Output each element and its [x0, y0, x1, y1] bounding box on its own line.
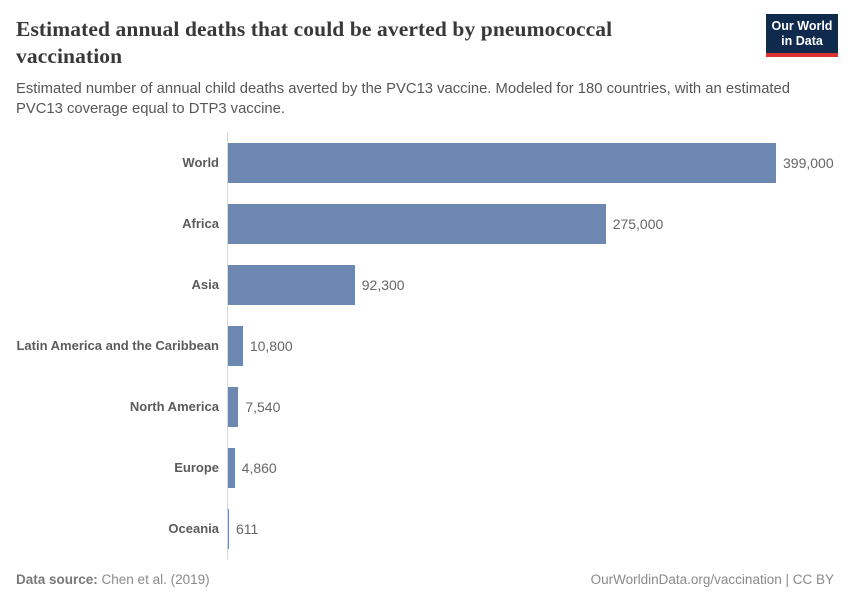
footer-credits: OurWorldinData.org/vaccination | CC BY: [591, 572, 834, 587]
owid-logo[interactable]: Our World in Data: [766, 14, 838, 57]
table-row: Asia 92,300: [16, 254, 834, 315]
data-source: Data source: Chen et al. (2019): [16, 572, 210, 587]
table-row: Oceania 611: [16, 498, 834, 559]
license-label: | CC BY: [781, 572, 834, 587]
chart-footer: Data source: Chen et al. (2019) OurWorld…: [16, 572, 834, 587]
bar[interactable]: [228, 203, 606, 244]
data-source-value: Chen et al. (2019): [97, 572, 210, 587]
category-label: Asia: [191, 277, 219, 292]
chart-header: Estimated annual deaths that could be av…: [16, 14, 838, 119]
category-label: World: [182, 155, 219, 170]
owid-logo-line2: in Data: [781, 34, 823, 48]
value-label: 7,540: [245, 398, 281, 415]
bar-track: 399,000: [228, 142, 834, 183]
bar[interactable]: [228, 142, 776, 183]
data-source-label: Data source:: [16, 572, 98, 587]
table-row: Latin America and the Caribbean 10,800: [16, 315, 834, 376]
table-row: Europe 4,860: [16, 437, 834, 498]
bar-track: 4,860: [228, 447, 834, 488]
table-row: World 399,000: [16, 132, 834, 193]
table-row: North America 7,540: [16, 376, 834, 437]
value-label: 399,000: [783, 154, 834, 171]
page-title: Estimated annual deaths that could be av…: [16, 17, 613, 68]
value-label: 10,800: [249, 337, 293, 354]
bar[interactable]: [228, 386, 239, 427]
category-label: North America: [129, 399, 219, 414]
footer-link[interactable]: OurWorldinData.org/vaccination: [590, 572, 782, 587]
bar[interactable]: [228, 264, 355, 305]
value-label: 275,000: [612, 215, 664, 232]
category-label: Oceania: [168, 521, 219, 536]
bar-track: 7,540: [228, 386, 834, 427]
bar-track: 611: [228, 508, 834, 549]
table-row: Africa 275,000: [16, 193, 834, 254]
bar-track: 275,000: [228, 203, 834, 244]
bar-track: 10,800: [228, 325, 834, 366]
value-label: 92,300: [361, 276, 405, 293]
y-axis-line: [227, 132, 228, 559]
category-label: Europe: [174, 460, 219, 475]
bar-track: 92,300: [228, 264, 834, 305]
category-label: Africa: [182, 216, 219, 231]
bar[interactable]: [228, 325, 243, 366]
chart-subtitle: Estimated number of annual child deaths …: [16, 81, 790, 117]
value-label: 611: [236, 520, 259, 537]
bar[interactable]: [228, 508, 229, 549]
value-label: 4,860: [241, 459, 277, 476]
owid-logo-line1: Our World: [771, 19, 833, 33]
category-label: Latin America and the Caribbean: [16, 338, 219, 353]
bar[interactable]: [228, 447, 235, 488]
bar-chart: World 399,000 Africa 275,000 Asia 92,300 Latin…: [16, 132, 834, 559]
